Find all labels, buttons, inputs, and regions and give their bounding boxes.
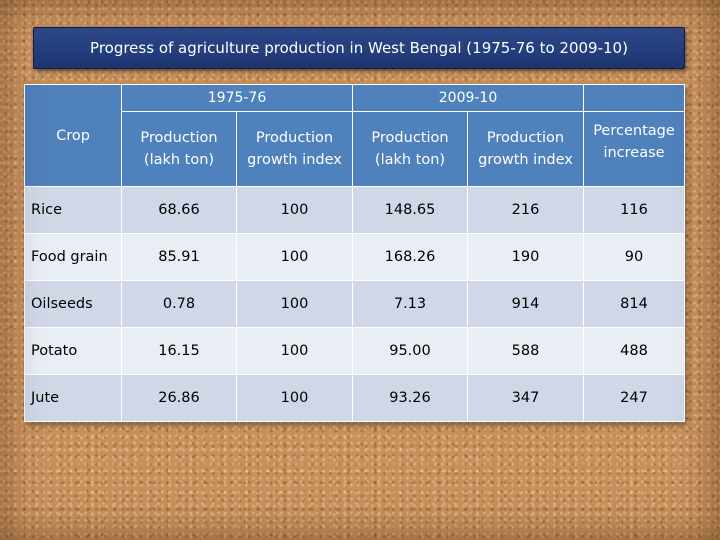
table-row-oilseeds: Oilseeds 0.78 100 7.13 914 814	[24, 280, 685, 328]
cell-production-1975: 26.86	[121, 374, 237, 422]
slide-title: Progress of agriculture production in We…	[33, 27, 685, 69]
cell-percentage-increase: 814	[583, 280, 685, 328]
cell-crop: Potato	[24, 327, 122, 375]
header-growth-index-2009: Production growth index	[467, 111, 584, 187]
cell-crop: Rice	[24, 186, 122, 234]
table-row-rice: Rice 68.66 100 148.65 216 116	[24, 186, 685, 234]
cell-production-2009: 7.13	[352, 280, 468, 328]
cell-growth-index-1975: 100	[236, 233, 353, 281]
cell-percentage-increase: 116	[583, 186, 685, 234]
cell-growth-index-2009: 190	[467, 233, 584, 281]
group-header-2009-10: 2009-10	[352, 84, 584, 112]
cell-production-1975: 16.15	[121, 327, 237, 375]
cell-growth-index-1975: 100	[236, 374, 353, 422]
group-header-1975-76: 1975-76	[121, 84, 353, 112]
crop-column-header: Crop	[24, 84, 122, 187]
cell-growth-index-2009: 914	[467, 280, 584, 328]
header-percentage-increase: Percentage increase	[583, 111, 685, 187]
cell-growth-index-1975: 100	[236, 280, 353, 328]
cell-production-2009: 148.65	[352, 186, 468, 234]
cell-crop: Food grain	[24, 233, 122, 281]
cell-percentage-increase: 488	[583, 327, 685, 375]
cell-crop: Jute	[24, 374, 122, 422]
cell-growth-index-2009: 216	[467, 186, 584, 234]
table-row-food-grain: Food grain 85.91 100 168.26 190 90	[24, 233, 685, 281]
cell-production-1975: 68.66	[121, 186, 237, 234]
header-production-1975: Production (lakh ton)	[121, 111, 237, 187]
table-row-jute: Jute 26.86 100 93.26 347 247	[24, 374, 685, 422]
production-table-wrapper: Crop 1975-76 2009-10 Production (lakh to…	[24, 84, 685, 422]
header-blank-cell	[583, 84, 685, 112]
slide-title-text: Progress of agriculture production in We…	[90, 39, 628, 57]
header-production-2009: Production (lakh ton)	[352, 111, 468, 187]
cell-growth-index-2009: 347	[467, 374, 584, 422]
table-row-potato: Potato 16.15 100 95.00 588 488	[24, 327, 685, 375]
header-growth-index-1975: Production growth index	[236, 111, 353, 187]
cell-growth-index-1975: 100	[236, 186, 353, 234]
cell-crop: Oilseeds	[24, 280, 122, 328]
cell-percentage-increase: 90	[583, 233, 685, 281]
cell-production-1975: 85.91	[121, 233, 237, 281]
production-table: Crop 1975-76 2009-10 Production (lakh to…	[24, 84, 685, 422]
cell-production-1975: 0.78	[121, 280, 237, 328]
cell-growth-index-1975: 100	[236, 327, 353, 375]
cell-percentage-increase: 247	[583, 374, 685, 422]
cell-production-2009: 168.26	[352, 233, 468, 281]
cell-production-2009: 95.00	[352, 327, 468, 375]
cell-growth-index-2009: 588	[467, 327, 584, 375]
cell-production-2009: 93.26	[352, 374, 468, 422]
